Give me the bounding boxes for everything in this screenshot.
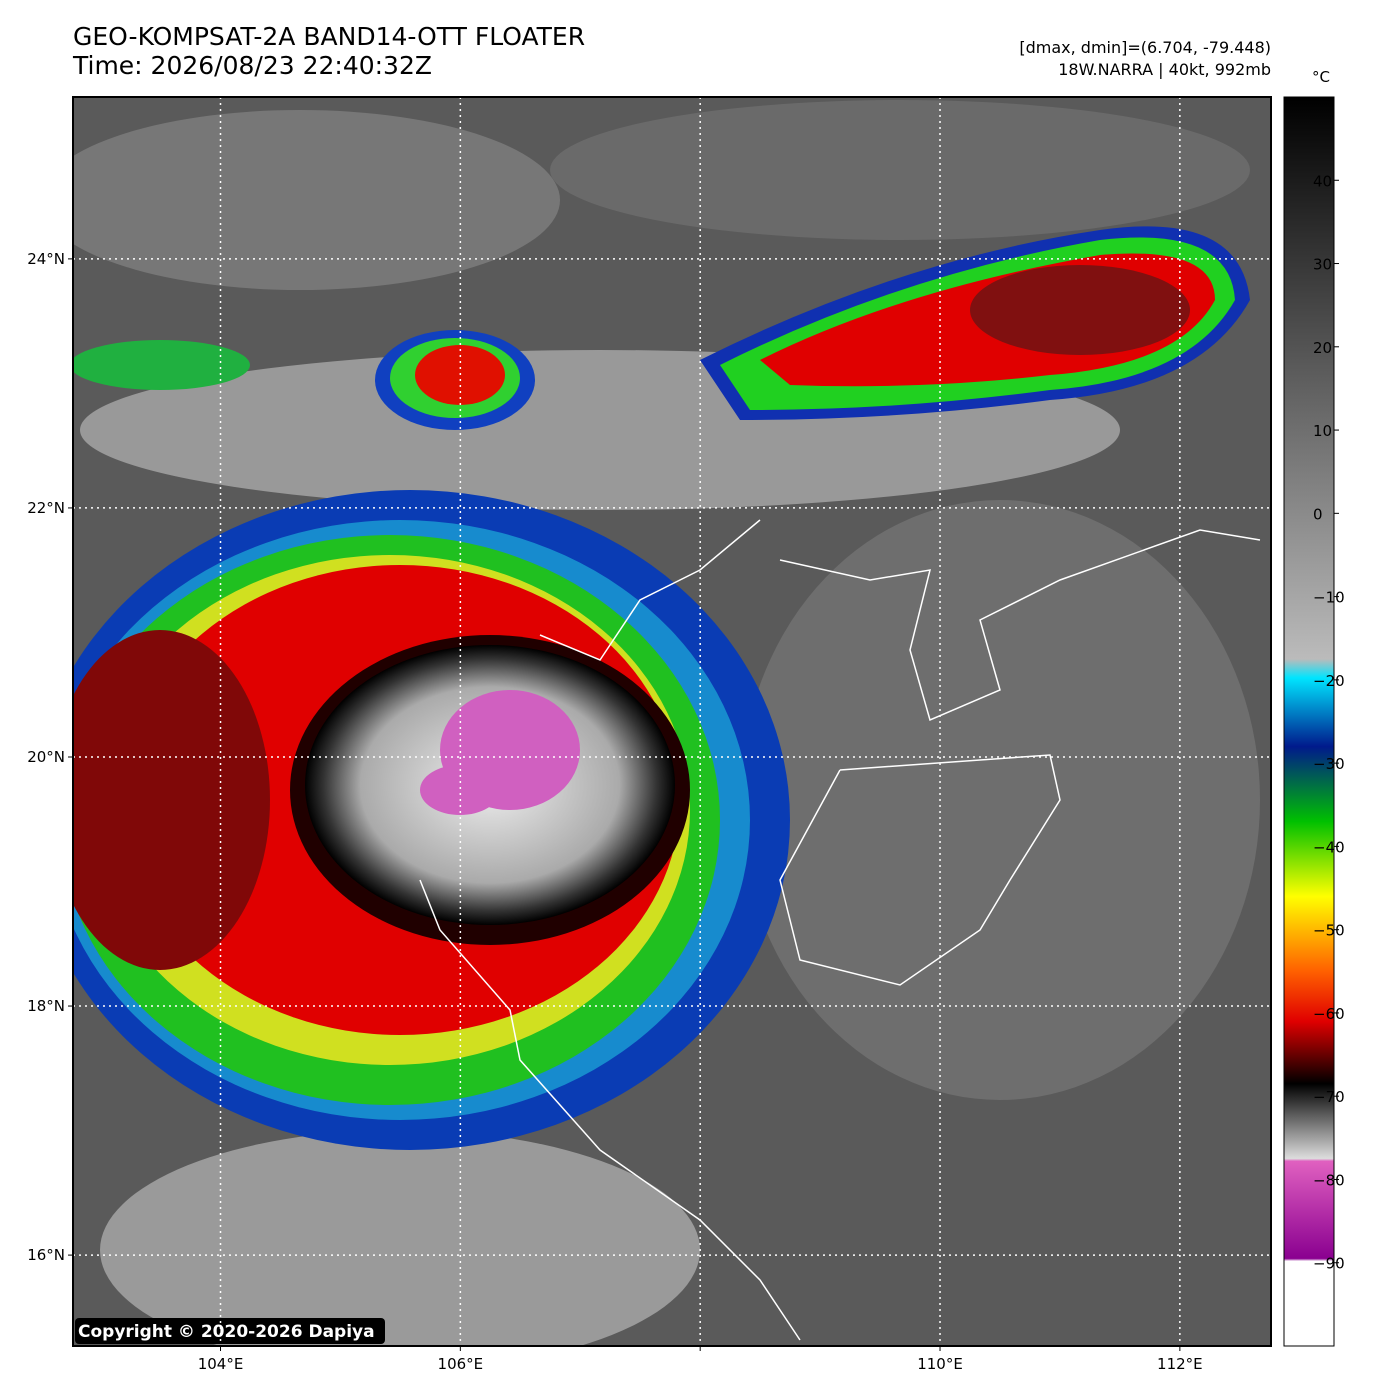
colorbar-tick-label: −70 (1313, 1088, 1345, 1106)
y-tick-label: 20°N (27, 748, 65, 766)
colorbar-tick-label: −90 (1313, 1255, 1345, 1273)
annotation: 18W.NARRA | 40kt, 992mb (1058, 60, 1271, 79)
colorbar (1283, 96, 1335, 1347)
satellite-image: Copyright © 2020-2026 Dapiya (73, 97, 1271, 1346)
map-frame (72, 96, 1272, 1347)
colorbar-tick-label: −30 (1313, 755, 1345, 773)
x-tick-label: 110°E (917, 1355, 963, 1373)
colorbar-tick-label: −80 (1313, 1171, 1345, 1189)
y-tick-label: 16°N (27, 1246, 65, 1264)
colorbar-tick-label: 10 (1313, 422, 1332, 440)
x-tick-label: 112°E (1157, 1355, 1203, 1373)
colorbar-tick-label: −20 (1313, 672, 1345, 690)
copyright: Copyright © 2020-2026 Dapiya (78, 1322, 375, 1342)
colorbar-tick-label: 0 (1313, 505, 1323, 523)
y-tick-label: 24°N (27, 250, 65, 268)
y-tick-label: 18°N (27, 997, 65, 1015)
colorbar-tick-label: 40 (1313, 172, 1332, 190)
colorbar-tick-label: −10 (1313, 589, 1345, 607)
colorbar-tick-label: 20 (1313, 339, 1332, 357)
subtitle: Time: 2026/08/23 22:40:32Z (72, 51, 432, 80)
colorbar-tick-label: −40 (1313, 838, 1345, 856)
colorbar-unit: °C (1312, 68, 1330, 86)
colorbar-tick-label: −60 (1313, 1005, 1345, 1023)
title: GEO-KOMPSAT-2A BAND14-OTT FLOATER (73, 22, 585, 51)
x-tick-label: 106°E (438, 1355, 484, 1373)
colorbar-tick-label: −50 (1313, 922, 1345, 940)
colorbar-tick-label: 30 (1313, 256, 1332, 274)
y-tick-label: 22°N (27, 499, 65, 517)
annotation: [dmax, dmin]=(6.704, -79.448) (1019, 38, 1271, 57)
grid (73, 97, 1271, 1346)
x-tick-label: 104°E (198, 1355, 244, 1373)
